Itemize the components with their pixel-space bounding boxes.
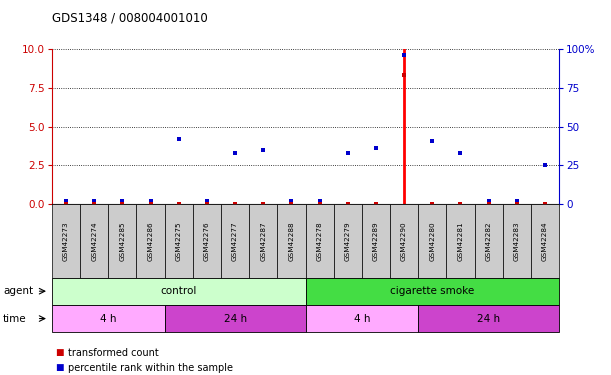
Point: [512, 198, 522, 204]
Text: cigarette smoke: cigarette smoke: [390, 286, 474, 296]
Point: [484, 201, 494, 207]
Text: GSM42290: GSM42290: [401, 221, 407, 261]
Text: GSM42287: GSM42287: [260, 221, 266, 261]
Text: 4 h: 4 h: [354, 314, 370, 324]
Point: [174, 136, 184, 142]
Point: [315, 198, 324, 204]
Text: transformed count: transformed count: [68, 348, 159, 358]
Point: [343, 201, 353, 207]
Point: [343, 150, 353, 156]
Point: [484, 198, 494, 204]
Point: [145, 198, 155, 204]
Text: GSM42283: GSM42283: [514, 221, 520, 261]
Point: [117, 201, 127, 207]
Text: GDS1348 / 008004001010: GDS1348 / 008004001010: [52, 11, 208, 24]
Text: GSM42282: GSM42282: [486, 221, 492, 261]
Text: GSM42289: GSM42289: [373, 221, 379, 261]
Point: [540, 162, 550, 168]
Point: [230, 150, 240, 156]
Point: [258, 201, 268, 207]
Point: [371, 146, 381, 152]
Text: GSM42284: GSM42284: [542, 221, 548, 261]
Point: [399, 52, 409, 58]
Point: [258, 147, 268, 153]
Text: control: control: [161, 286, 197, 296]
Point: [202, 198, 212, 204]
Point: [428, 138, 437, 144]
Point: [202, 201, 212, 207]
Text: time: time: [3, 314, 27, 324]
Point: [512, 201, 522, 207]
Text: GSM42273: GSM42273: [63, 221, 69, 261]
Point: [89, 201, 99, 207]
Text: agent: agent: [3, 286, 33, 296]
Text: GSM42285: GSM42285: [119, 221, 125, 261]
Point: [456, 150, 466, 156]
Point: [145, 201, 155, 207]
Point: [230, 201, 240, 207]
Point: [371, 201, 381, 207]
Text: GSM42286: GSM42286: [147, 221, 153, 261]
Text: GSM42278: GSM42278: [316, 221, 323, 261]
Point: [89, 198, 99, 204]
Text: GSM42280: GSM42280: [430, 221, 435, 261]
Text: 24 h: 24 h: [477, 314, 500, 324]
Point: [287, 198, 296, 204]
Point: [540, 201, 550, 207]
Text: GSM42275: GSM42275: [176, 221, 181, 261]
Point: [456, 201, 466, 207]
Text: percentile rank within the sample: percentile rank within the sample: [68, 363, 233, 373]
Text: GSM42277: GSM42277: [232, 221, 238, 261]
Text: GSM42274: GSM42274: [91, 221, 97, 261]
Text: 24 h: 24 h: [224, 314, 247, 324]
Text: GSM42279: GSM42279: [345, 221, 351, 261]
Text: GSM42276: GSM42276: [204, 221, 210, 261]
Point: [174, 201, 184, 207]
Text: GSM42281: GSM42281: [458, 221, 464, 261]
Text: GSM42288: GSM42288: [288, 221, 295, 261]
Point: [287, 201, 296, 207]
Point: [315, 201, 324, 207]
Text: ■: ■: [55, 348, 64, 357]
Point: [117, 198, 127, 204]
Text: ■: ■: [55, 363, 64, 372]
Text: 4 h: 4 h: [100, 314, 117, 324]
Point: [428, 201, 437, 207]
Point: [399, 72, 409, 78]
Point: [61, 201, 71, 207]
Point: [61, 198, 71, 204]
